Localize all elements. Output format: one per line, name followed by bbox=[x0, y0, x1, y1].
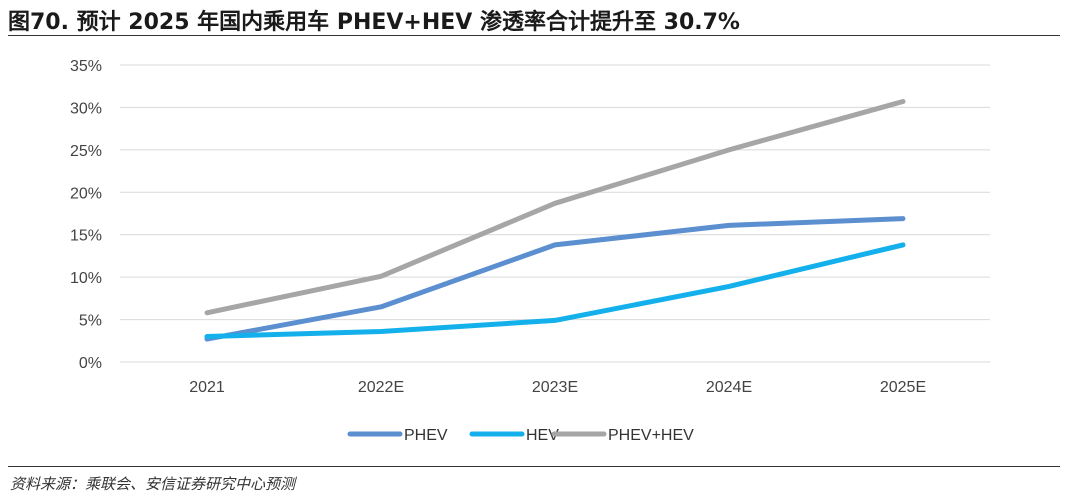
y-tick-label: 0% bbox=[79, 355, 102, 372]
figure-title: 图70. 预计 2025 年国内乘用车 PHEV+HEV 渗透率合计提升至 30… bbox=[8, 10, 740, 35]
legend: PHEV HEV PHEV+HEV bbox=[347, 427, 694, 444]
x-tick-label: 2024E bbox=[706, 379, 752, 396]
series-line-phev bbox=[204, 216, 906, 342]
x-tick-label: 2025E bbox=[880, 379, 926, 396]
x-tick-label: 2021 bbox=[189, 379, 225, 396]
x-tick-label: 2022E bbox=[358, 379, 404, 396]
series-line-phev-hev bbox=[204, 98, 906, 316]
series-line-hev bbox=[204, 242, 906, 340]
y-tick-label: 20% bbox=[70, 185, 102, 202]
legend-label-phev-hev: PHEV+HEV bbox=[608, 427, 694, 444]
legend-label-hev: HEV bbox=[526, 427, 559, 444]
gridlines bbox=[120, 64, 990, 363]
source-divider bbox=[8, 466, 1060, 467]
source-note: 资料来源：乘联会、安信证券研究中心预测 bbox=[10, 475, 296, 493]
y-tick-label: 30% bbox=[70, 100, 102, 117]
x-axis-ticks: 2021 2022E 2023E 2024E 2025E bbox=[189, 379, 926, 396]
title-divider bbox=[8, 35, 1060, 36]
y-tick-label: 35% bbox=[70, 58, 102, 75]
y-tick-label: 25% bbox=[70, 143, 102, 160]
series-lines bbox=[204, 98, 906, 342]
y-tick-label: 15% bbox=[70, 228, 102, 245]
legend-label-phev: PHEV bbox=[404, 427, 448, 444]
y-tick-label: 5% bbox=[79, 313, 102, 330]
x-tick-label: 2023E bbox=[532, 379, 578, 396]
y-axis-ticks: 0% 5% 10% 15% 20% 25% 30% 35% bbox=[70, 58, 102, 372]
y-tick-label: 10% bbox=[70, 270, 102, 287]
line-chart: 0%5%10%15%20%25%30%35% 2021 2022E 2023E 202… bbox=[70, 58, 990, 444]
